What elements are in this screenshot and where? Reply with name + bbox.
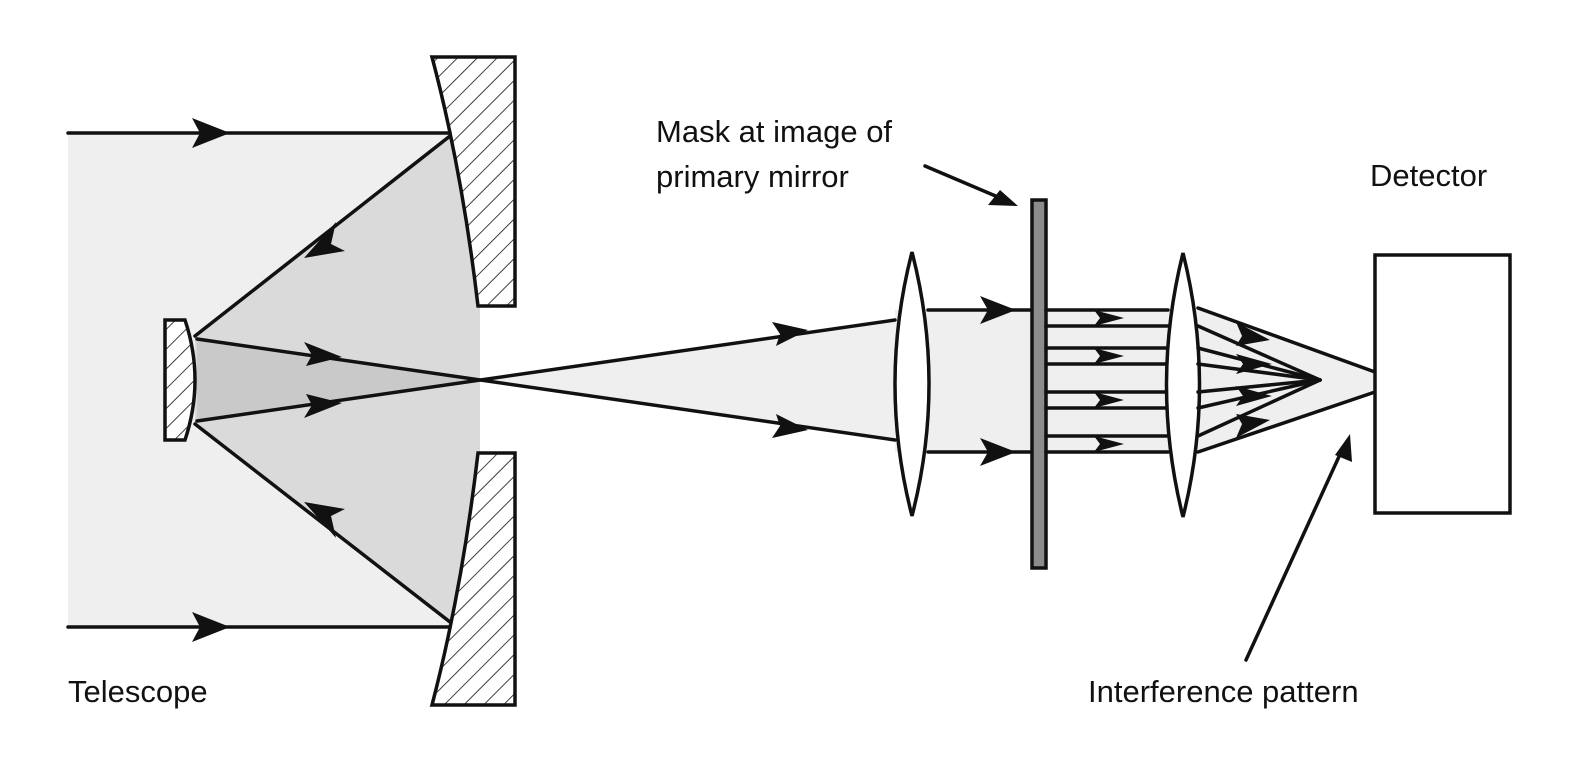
pupil-mask: [1030, 198, 1048, 570]
arrowhead-icon: [304, 394, 342, 418]
primary-mirror-top: [429, 55, 517, 308]
focusing-beam-region: [1179, 300, 1375, 460]
arrowhead-icon: [772, 322, 808, 346]
ray-conv-4: [1196, 378, 1322, 394]
arrowhead-icon: [1094, 348, 1124, 364]
mask-label-line2: primary mirror: [656, 159, 849, 194]
arrowhead-icon: [304, 502, 345, 538]
arrowhead-icon: [192, 118, 230, 148]
ray-conv-1: [1196, 324, 1322, 382]
detector-box: [1373, 253, 1512, 515]
arrowhead-icon: [1094, 436, 1124, 452]
sub-aperture-rays: [1044, 308, 1170, 454]
ray-reflect-bottom: [193, 422, 452, 624]
arrowheads: [192, 118, 1352, 642]
arrowhead-icon: [1094, 310, 1124, 326]
arrowhead-icon: [1335, 434, 1352, 462]
arrowhead-icon: [304, 342, 342, 366]
arrowhead-icon: [1236, 354, 1272, 374]
collimating-lens: [893, 251, 931, 517]
ray-reflect-top: [193, 134, 452, 338]
interference-pattern-label: Interference pattern: [1088, 674, 1359, 709]
arrowhead-icon: [980, 438, 1016, 466]
secondary-mirror: [163, 318, 197, 442]
mask-label-line1: Mask at image of: [656, 114, 892, 149]
arrowhead-icon: [304, 222, 345, 258]
diverging-beam-region: [480, 320, 895, 440]
arrowhead-icon: [192, 612, 230, 642]
ray-conv-outer-top: [1196, 306, 1377, 374]
ray-conv-3: [1196, 362, 1322, 382]
arrowhead-icon: [980, 296, 1016, 324]
interference-pointer-line: [1244, 448, 1344, 662]
arrowhead-icon: [1236, 322, 1270, 346]
arrowhead-icon: [1094, 392, 1124, 408]
primary-mirror-bottom: [429, 451, 517, 707]
mask-pointer-line: [923, 164, 1007, 202]
focusing-lens: [1164, 252, 1202, 518]
post-mask-beam-region: [1037, 310, 1179, 452]
telescope-beam: [68, 133, 480, 627]
secondary-focus-region: [197, 339, 480, 421]
ray-conv-outer-bottom: [1196, 390, 1377, 454]
arrowhead-icon: [772, 414, 808, 438]
telescope-label: Telescope: [68, 674, 208, 709]
detector-label: Detector: [1370, 158, 1487, 193]
arrowhead-icon: [1236, 386, 1272, 406]
arrowhead-icon: [988, 190, 1018, 206]
ray-conv-6: [1196, 378, 1322, 438]
arrowhead-icon: [1236, 414, 1270, 438]
